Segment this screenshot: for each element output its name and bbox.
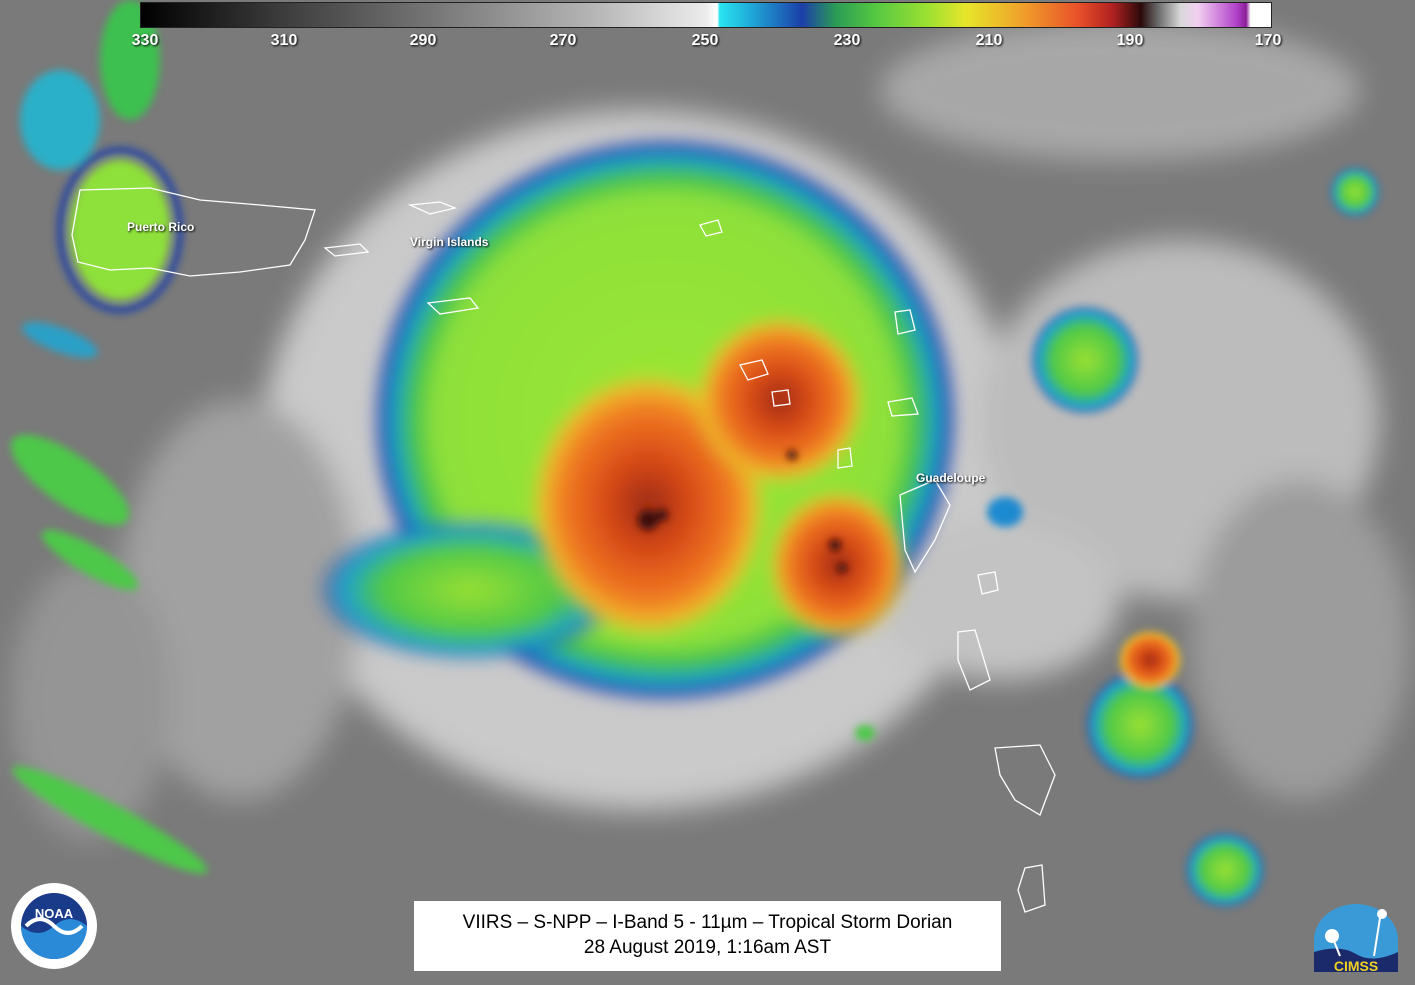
colorbar-tick: 230 bbox=[833, 32, 861, 49]
colorbar-tick: 250 bbox=[691, 32, 719, 49]
label-puerto-rico: Puerto Rico bbox=[127, 220, 195, 234]
caption-title: VIIRS – S-NPP – I-Band 5 - 11µm – Tropic… bbox=[462, 912, 953, 933]
colorbar-tick: 190 bbox=[1116, 32, 1144, 49]
noaa-logo: NOAA bbox=[11, 883, 97, 969]
noaa-logo-text: NOAA bbox=[35, 906, 74, 921]
cimss-logo: CIMSS bbox=[1314, 904, 1398, 974]
label-virgin-islands: Virgin Islands bbox=[410, 235, 489, 249]
colorbar-tick: 270 bbox=[549, 32, 577, 49]
caption-date: 28 August 2019, 1:16am AST bbox=[583, 937, 832, 958]
temperature-colorbar bbox=[140, 2, 1272, 28]
image-caption: VIIRS – S-NPP – I-Band 5 - 11µm – Tropic… bbox=[414, 901, 1001, 971]
label-guadeloupe: Guadeloupe bbox=[916, 471, 986, 485]
cimss-logo-text: CIMSS bbox=[1334, 958, 1378, 974]
colorbar-tick: 290 bbox=[409, 32, 437, 49]
colorbar-tick: 170 bbox=[1254, 32, 1282, 49]
colorbar-tick: 210 bbox=[975, 32, 1003, 49]
colorbar-tick: 310 bbox=[270, 32, 298, 49]
colorbar-tick: 330 bbox=[131, 32, 159, 49]
